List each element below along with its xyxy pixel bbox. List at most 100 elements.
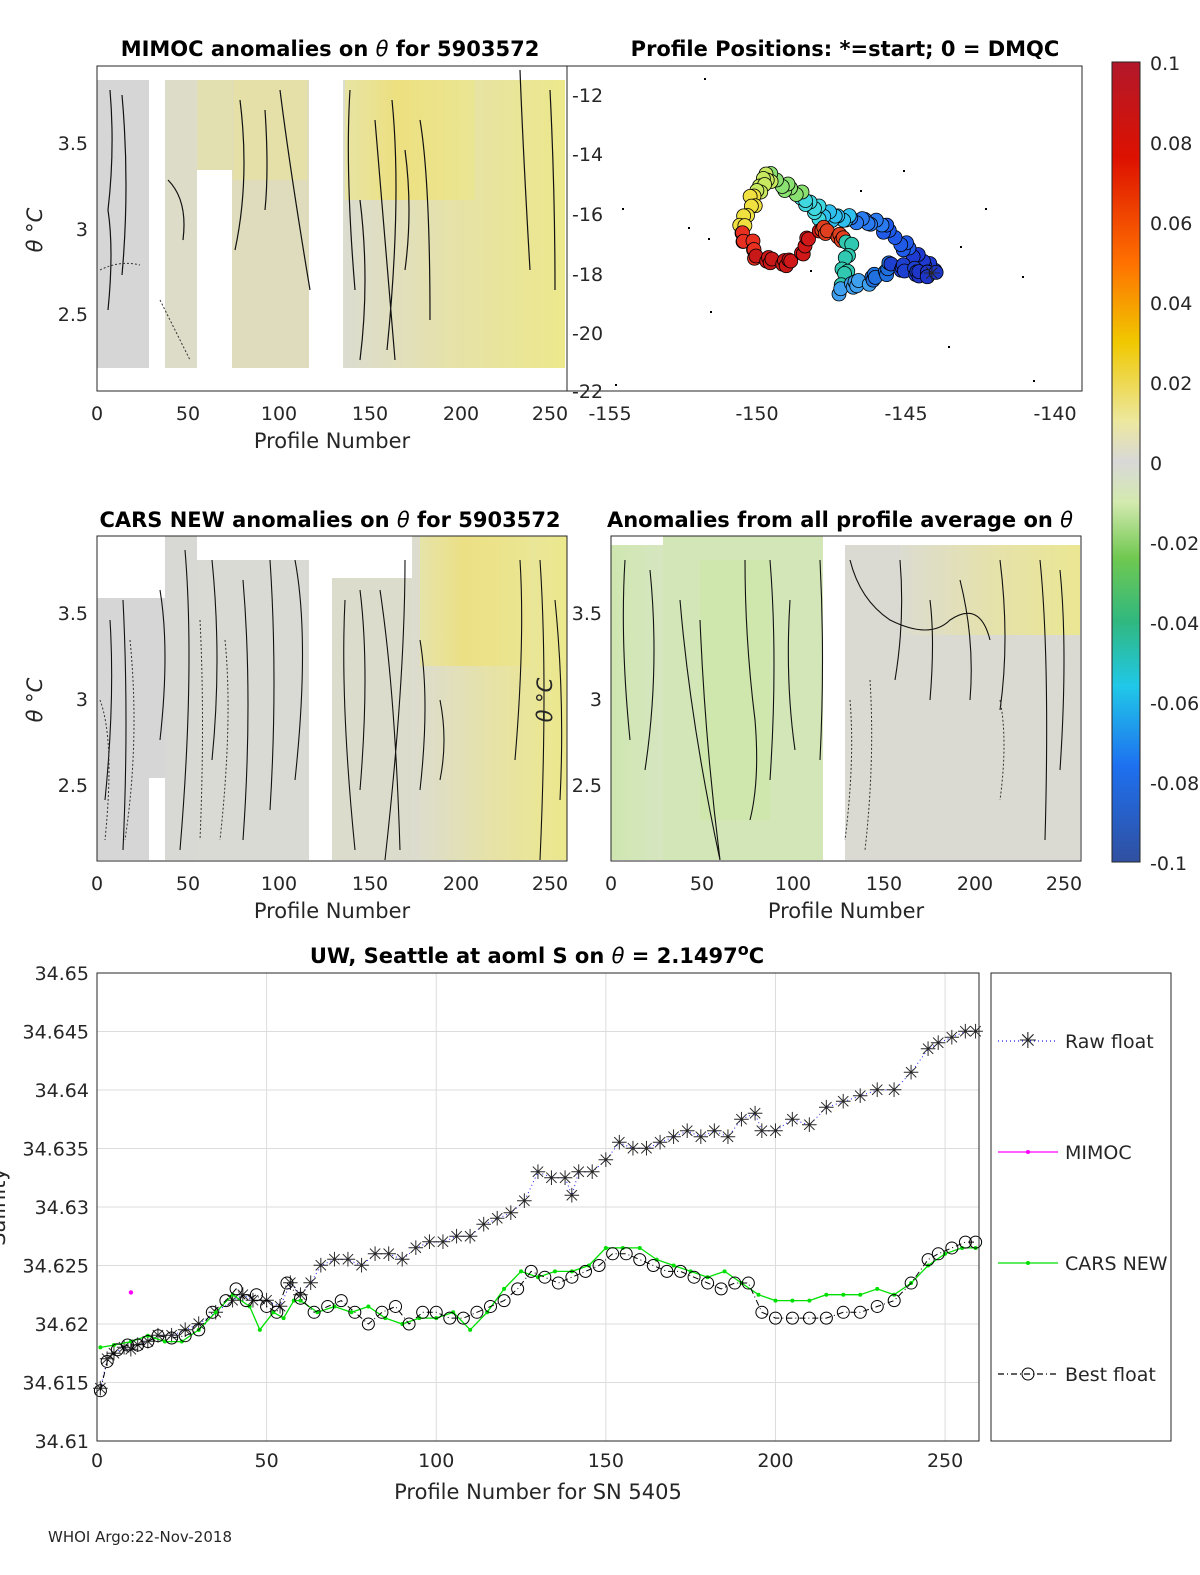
salinity-legend: ✳ Raw float MIMOC CARS NEW Best float <box>990 972 1172 1442</box>
average-xtick: 100 <box>775 873 811 895</box>
best-float-point <box>361 1317 375 1331</box>
cars-xtick: 0 <box>91 873 103 895</box>
mimoc-xtick: 150 <box>352 403 388 425</box>
raw-float-point: ✳ <box>665 1125 682 1149</box>
best-float-point <box>470 1305 484 1319</box>
average-xtick: 0 <box>605 873 617 895</box>
cars-new-point <box>586 1263 591 1268</box>
salinity-series: ✳✳✳✳✳✳✳✳✳✳✳ ✳ ✳✳✳✳✳✳✳✳✳✳✳✳✳✳✳✳✳✳✳✳✳✳✳✳✳✳✳✳… <box>92 1020 984 1401</box>
average-xtick: 50 <box>690 873 714 895</box>
raw-float-point: ✳ <box>407 1236 424 1260</box>
mimoc-yticks: 3.5 3 2.5 <box>58 133 88 326</box>
positions-ytick: -14 <box>572 144 603 166</box>
raw-float-point: ✳ <box>611 1131 628 1155</box>
mimoc-ylabel: θ °C <box>23 207 47 252</box>
salinity-xtick: 100 <box>418 1450 454 1472</box>
best-float-point <box>887 1294 901 1308</box>
colorbar-tick: 0.02 <box>1150 373 1192 395</box>
salinity-xtick: 150 <box>588 1450 624 1472</box>
raw-float-point: ✳ <box>679 1119 696 1143</box>
cars-new-point <box>654 1257 659 1262</box>
best-float-point <box>219 1294 233 1308</box>
colorbar-tick: -0.06 <box>1150 693 1199 715</box>
raw-float-point: ✳ <box>967 1020 984 1044</box>
salinity-ytick: 34.645 <box>23 1022 89 1044</box>
cars-ytick: 2.5 <box>58 775 88 797</box>
average-axes <box>610 535 1082 862</box>
raw-float-point: ✳ <box>340 1248 357 1272</box>
best-float-point <box>741 1276 755 1290</box>
colorbar-tick: 0.08 <box>1150 133 1192 155</box>
best-float-point <box>687 1270 701 1284</box>
mimoc-xlabel: Profile Number <box>254 429 411 453</box>
best-float-point <box>100 1354 114 1368</box>
raw-float-point: ✳ <box>903 1060 920 1084</box>
raw-float-point: ✳ <box>557 1166 574 1190</box>
best-float-point <box>728 1276 742 1290</box>
raw-float-point: ✳ <box>313 1254 330 1278</box>
cars-new-point <box>247 1304 252 1309</box>
cars-new-point <box>824 1292 829 1297</box>
salinity-ytick: 34.63 <box>35 1197 89 1219</box>
best-float-point <box>348 1305 362 1319</box>
raw-float-point: ✳ <box>435 1230 452 1254</box>
colorbar-tick: 0.04 <box>1150 293 1192 315</box>
cars-title: CARS NEW anomalies on θ for 5903572 <box>99 508 560 532</box>
raw-float-point: ✳ <box>943 1025 960 1049</box>
average-xlabel: Profile Number <box>768 899 925 923</box>
cars-new-point <box>98 1345 103 1350</box>
cars-new-point <box>281 1316 286 1321</box>
mimoc-panel: MIMOC anomalies on θ for 5903572 0 50 10… <box>23 37 568 453</box>
best-float-point <box>511 1282 525 1296</box>
best-float-point <box>239 1294 253 1308</box>
best-float-point <box>165 1331 179 1345</box>
positions-xticks: -155 -150 -145 -140 <box>588 403 1076 425</box>
cars-new-point <box>298 1298 303 1303</box>
cars-xtick: 100 <box>261 873 297 895</box>
footer-credit: WHOI Argo:22-Nov-2018 <box>48 1528 232 1546</box>
positions-ytick: -20 <box>572 323 603 345</box>
raw-float-point: ✳ <box>570 1160 587 1184</box>
best-float-point <box>524 1264 538 1278</box>
salinity-ytick: 34.635 <box>23 1139 89 1161</box>
cars-new-point <box>417 1316 422 1321</box>
best-float-point <box>578 1264 592 1278</box>
positions-panel: Profile Positions: *=start; 0 = DMQC ✳ -… <box>566 37 1083 425</box>
raw-float-point: ✳ <box>116 1335 133 1359</box>
average-title: Anomalies from all profile average on θ <box>607 508 1073 532</box>
best-float-point <box>402 1317 416 1331</box>
best-float-point <box>192 1323 206 1337</box>
star-icon: ✳ <box>1019 1029 1037 1054</box>
positions-markers <box>732 166 944 302</box>
raw-float-point: ✳ <box>516 1189 533 1213</box>
mimoc-xtick: 0 <box>91 403 103 425</box>
best-float-point <box>538 1270 552 1284</box>
mimoc-xticks: 0 50 100 150 200 250 <box>91 403 568 425</box>
cars-xtick: 200 <box>443 873 479 895</box>
positions-axes <box>566 65 1083 392</box>
cars-ylabel: θ °C <box>23 677 47 722</box>
profile-position-marker <box>783 253 799 269</box>
raw-float-point: ✳ <box>692 1125 709 1149</box>
cars-new-point <box>366 1304 371 1309</box>
salinity-yticks: 34.65 34.645 34.64 34.635 34.63 34.625 34.62 34… <box>23 963 89 1453</box>
average-xtick: 200 <box>957 873 993 895</box>
positions-ytick: -12 <box>572 85 603 107</box>
best-float-point <box>969 1235 983 1249</box>
mimoc-ytick: 3 <box>76 219 88 241</box>
best-float-point <box>755 1305 769 1319</box>
best-float-point <box>904 1276 918 1290</box>
mimoc-xtick: 100 <box>261 403 297 425</box>
colorbar-gradient <box>1111 61 1141 863</box>
dot-icon <box>1026 1261 1030 1265</box>
best-float-point <box>633 1253 647 1267</box>
cars-new-point <box>858 1292 863 1297</box>
legend-item-cars-new: CARS NEW <box>998 1253 1168 1275</box>
raw-float-point: ✳ <box>767 1119 784 1143</box>
best-float-point <box>853 1305 867 1319</box>
cars-new-point <box>213 1310 218 1315</box>
cars-new-point <box>688 1269 693 1274</box>
raw-float-point: ✳ <box>475 1213 492 1237</box>
cars-new-point <box>756 1292 761 1297</box>
best-float-point <box>321 1299 335 1313</box>
